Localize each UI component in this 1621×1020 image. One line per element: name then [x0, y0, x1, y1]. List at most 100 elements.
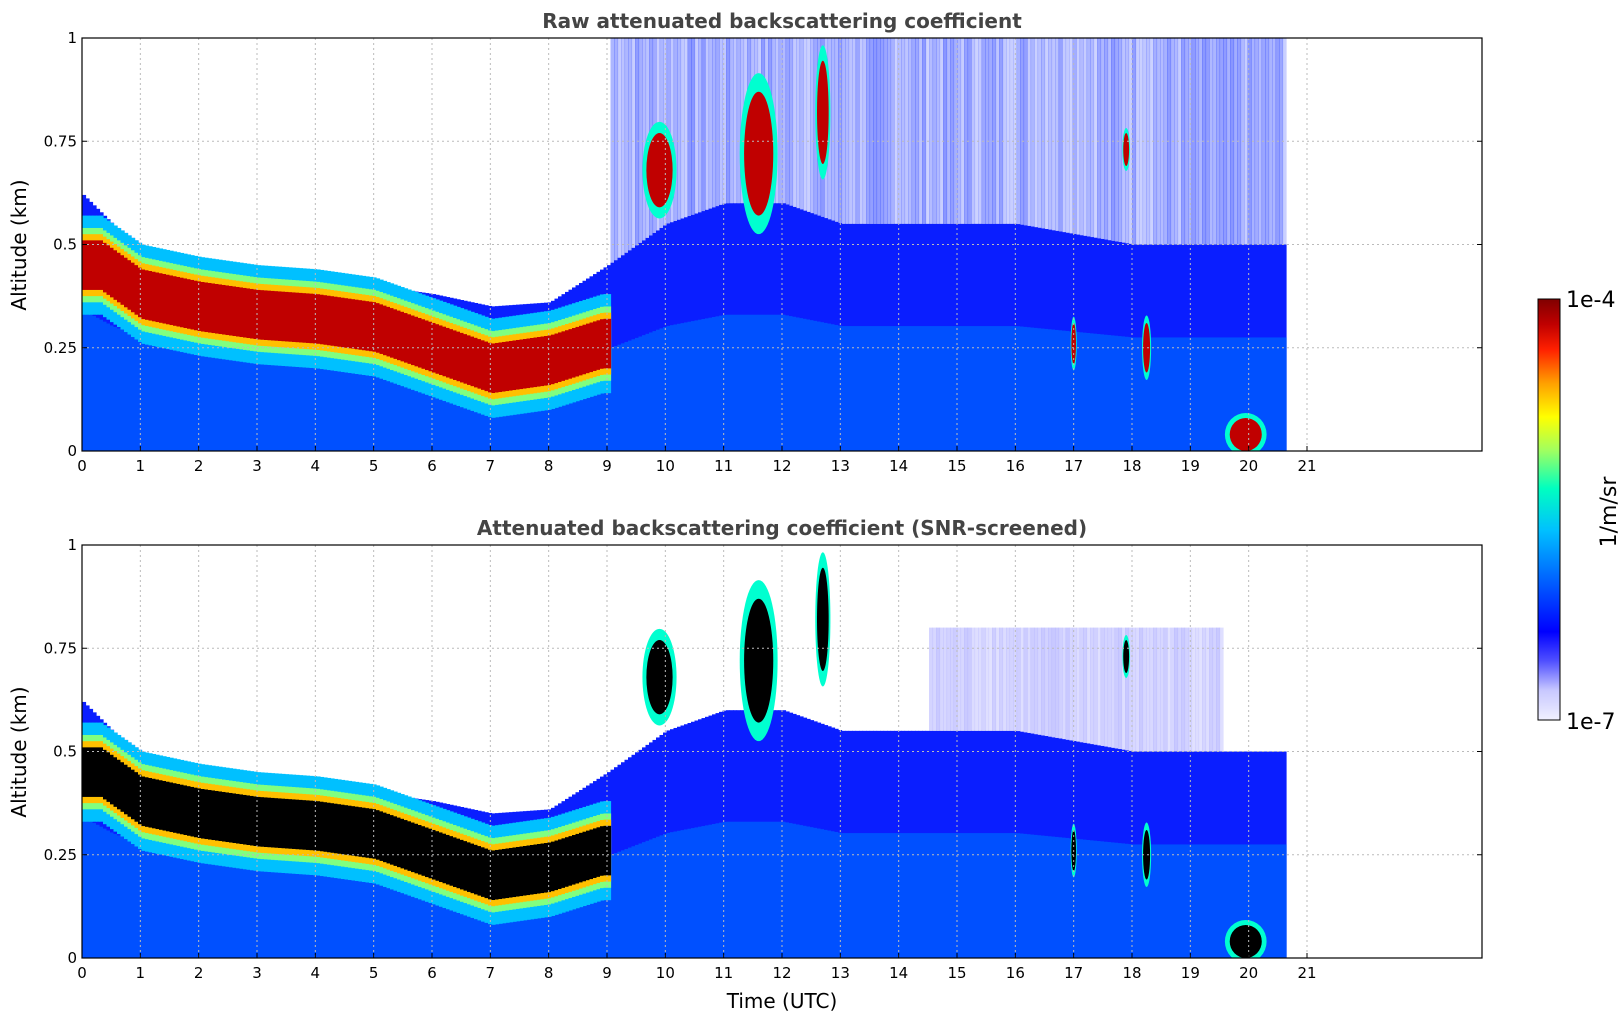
- heatmap-cell: [1041, 328, 1046, 451]
- heatmap-cell: [701, 826, 706, 958]
- heatmap-cell: [1209, 38, 1214, 245]
- heatmap-cell: [523, 338, 528, 389]
- heatmap-cell: [1272, 844, 1277, 958]
- heatmap-cell: [1079, 38, 1084, 236]
- heatmap-cell: [365, 359, 370, 451]
- x-tick-label: 14: [889, 964, 908, 982]
- heatmap-cell: [1097, 38, 1102, 239]
- panel-raw-ylabel: Altitude (km): [7, 179, 31, 310]
- heatmap-cell: [253, 350, 258, 451]
- heatmap-cell: [274, 352, 279, 451]
- heatmap-cell: [516, 846, 521, 897]
- heatmap-cell: [1051, 836, 1056, 958]
- heatmap-cell: [1226, 844, 1231, 958]
- heatmap-cell: [1209, 844, 1214, 958]
- heatmap-cell: [719, 315, 724, 451]
- heatmap-cell: [782, 38, 787, 204]
- heatmap-cell: [943, 833, 948, 958]
- heatmap-cell: [729, 314, 734, 451]
- heatmap-cell: [250, 288, 255, 339]
- heatmap-cell: [278, 352, 283, 451]
- heatmap-cell: [463, 875, 468, 958]
- heatmap-cell: [579, 325, 584, 376]
- heatmap-cell: [320, 355, 325, 451]
- heatmap-cell: [390, 815, 395, 865]
- heatmap-cell: [820, 829, 825, 958]
- heatmap-cell: [453, 330, 458, 380]
- heatmap-cell: [271, 290, 276, 341]
- heatmap-cell: [1069, 38, 1074, 234]
- heatmap-cell: [358, 358, 363, 451]
- heatmap-cell: [243, 794, 248, 845]
- heatmap-cell: [222, 855, 227, 958]
- y-tick-label: 0.25: [44, 339, 77, 357]
- heatmap-cell: [960, 326, 965, 451]
- heatmap-cell: [498, 849, 503, 900]
- heatmap-cell: [288, 799, 293, 849]
- heatmap-cell: [267, 351, 272, 451]
- heatmap-cell: [1142, 337, 1147, 451]
- heatmap-cell: [103, 828, 108, 958]
- heatmap-cell: [225, 792, 230, 843]
- heatmap-cell: [236, 793, 241, 844]
- heatmap-cell: [799, 825, 804, 958]
- heatmap-cell: [1016, 38, 1021, 225]
- heatmap-cell: [1237, 38, 1242, 245]
- heatmap-cell: [1205, 337, 1210, 451]
- panel-raw: Raw attenuated backscattering coefficien…: [7, 9, 1483, 475]
- heatmap-cell: [551, 368, 556, 451]
- heatmap-cell: [1069, 838, 1074, 958]
- heatmap-cell: [733, 38, 738, 204]
- heatmap-cell: [1184, 38, 1189, 245]
- heatmap-cell: [456, 331, 461, 382]
- heatmap-cell: [1198, 38, 1203, 245]
- heatmap-cell: [1030, 327, 1035, 451]
- heatmap-cell: [736, 314, 741, 451]
- heatmap-cell: [1132, 337, 1137, 451]
- heatmap-cell: [316, 294, 321, 344]
- heatmap-cell: [488, 342, 493, 393]
- heatmap-cell: [1177, 627, 1182, 752]
- heatmap-cell: [491, 850, 496, 901]
- heatmap-cell: [712, 38, 717, 208]
- heatmap-cell: [400, 869, 405, 958]
- cloud-patch: [1143, 829, 1151, 880]
- heatmap-cell: [467, 368, 472, 451]
- heatmap-cell: [964, 833, 969, 958]
- heatmap-cell: [953, 627, 958, 731]
- heatmap-cell: [922, 38, 927, 224]
- panel-raw-heatmap: [82, 38, 1287, 451]
- heatmap-cell: [439, 325, 444, 376]
- heatmap-cell: [393, 361, 398, 451]
- heatmap-cell: [778, 314, 783, 451]
- heatmap-cell: [698, 826, 703, 958]
- heatmap-cell: [348, 358, 353, 451]
- heatmap-cell: [285, 798, 290, 849]
- heatmap-cell: [1275, 337, 1280, 451]
- heatmap-cell: [1034, 627, 1039, 735]
- heatmap-cell: [568, 329, 573, 379]
- heatmap-cell: [603, 857, 608, 958]
- heatmap-cell: [292, 292, 297, 342]
- heatmap-cell: [1072, 838, 1077, 958]
- panel-screened-grid: [82, 545, 1482, 958]
- heatmap-cell: [890, 38, 895, 224]
- heatmap-cell: [831, 831, 836, 958]
- heatmap-cell: [316, 862, 321, 958]
- heatmap-cell: [974, 627, 979, 731]
- heatmap-cell: [967, 833, 972, 958]
- heatmap-cell: [1282, 38, 1287, 245]
- heatmap-cell: [383, 812, 388, 863]
- heatmap-cell: [575, 833, 580, 884]
- heatmap-cell: [330, 356, 335, 451]
- heatmap-cell: [1037, 627, 1042, 735]
- heatmap-cell: [579, 832, 584, 883]
- heatmap-cell: [978, 627, 983, 731]
- heatmap-cell: [978, 38, 983, 224]
- heatmap-cell: [1044, 38, 1049, 230]
- heatmap-cell: [176, 783, 181, 834]
- x-tick-label: 10: [656, 457, 675, 475]
- heatmap-cell: [1247, 337, 1252, 451]
- heatmap-cell: [1163, 337, 1168, 451]
- heatmap-cell: [1020, 833, 1025, 958]
